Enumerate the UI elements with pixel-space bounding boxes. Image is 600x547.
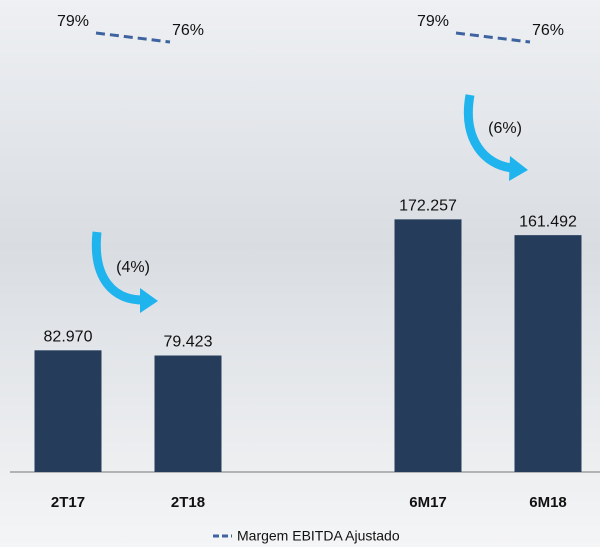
annotation: (4%) <box>116 259 150 276</box>
bar <box>394 219 462 472</box>
arrow-head <box>140 288 158 313</box>
margin-label: 76% <box>172 22 204 39</box>
margin-label: 79% <box>417 13 449 30</box>
annotation: (6%) <box>488 120 522 137</box>
x-tick-label: 2T18 <box>171 494 205 511</box>
value-label: 79.423 <box>164 334 213 351</box>
arrows <box>91 94 513 305</box>
margin-label: 76% <box>532 22 564 39</box>
margin-label: 79% <box>57 13 89 30</box>
legend-label: Margem EBITDA Ajustado <box>237 528 400 544</box>
bar <box>34 350 102 472</box>
bar <box>514 235 582 472</box>
margin-line <box>455 31 531 44</box>
arrow <box>91 231 143 305</box>
value-label: 82.970 <box>44 329 93 346</box>
bar <box>154 355 222 472</box>
x-tick-label: 6M17 <box>409 494 447 511</box>
x-tick-label: 6M18 <box>529 494 567 511</box>
value-label: 172.257 <box>399 198 457 215</box>
arrow-head <box>509 156 528 181</box>
arrow <box>464 94 513 173</box>
value-label: 161.492 <box>519 213 577 230</box>
margin-line <box>95 31 171 44</box>
x-tick-label: 2T17 <box>51 494 85 511</box>
